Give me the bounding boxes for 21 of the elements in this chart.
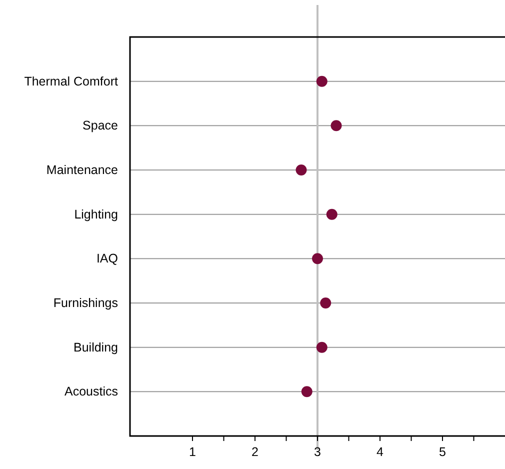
point — [320, 298, 332, 308]
point — [296, 164, 307, 176]
point — [312, 253, 323, 264]
x-tick-label: 5 — [439, 444, 446, 459]
y-tick-label: Maintenance — [46, 163, 118, 177]
point — [326, 208, 338, 220]
point — [330, 120, 342, 132]
y-tick-label: IAQ — [96, 252, 118, 266]
y-tick-label: Space — [82, 118, 118, 133]
point — [316, 76, 328, 87]
point — [316, 342, 328, 353]
point — [301, 386, 312, 398]
y-tick-label: Thermal Comfort — [24, 74, 119, 88]
y-tick-label: Acoustics — [64, 384, 118, 399]
x-tick-label: 3 — [314, 444, 322, 459]
y-tick-label: Furnishings — [53, 296, 118, 310]
y-tick-label: Lighting — [74, 207, 118, 222]
x-tick-label: 1 — [189, 444, 196, 459]
x-tick-label: 4 — [376, 444, 384, 459]
y-tick-label: Building — [74, 340, 118, 354]
x-tick-label: 2 — [252, 444, 259, 459]
